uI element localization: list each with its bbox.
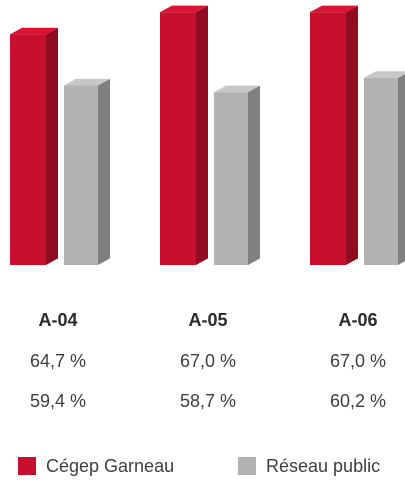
bar-cegep-garneau-a-05 xyxy=(160,5,208,266)
bar-reseau-public-a-04-side xyxy=(98,78,110,265)
bar-cegep-garneau-a-04-side xyxy=(46,27,58,265)
bar-reseau-public-a-06-top xyxy=(364,71,405,78)
legend-swatch-reseau-public xyxy=(238,457,256,475)
value-label-reseau-public-a-05: 58,7 % xyxy=(180,391,236,411)
bar-cegep-garneau-a-05-side xyxy=(196,5,208,265)
bar-cegep-garneau-a-05-front xyxy=(160,12,196,266)
legend: Cégep Garneau Réseau public xyxy=(18,454,405,478)
value-label-reseau-public-a-06: 60,2 % xyxy=(330,391,386,411)
category-label-a-04: A-04 xyxy=(38,310,77,330)
bar-reseau-public-a-06-side xyxy=(398,73,405,265)
bar-cegep-garneau-a-04 xyxy=(10,27,58,265)
value-label-reseau-public-a-04: 59,4 % xyxy=(30,391,86,411)
bar-cegep-garneau-a-06 xyxy=(310,5,358,266)
legend-label-cegep-garneau: Cégep Garneau xyxy=(46,455,175,476)
category-label-a-06: A-06 xyxy=(338,310,377,330)
bar-reseau-public-a-04-top xyxy=(64,78,110,86)
bar-cegep-garneau-a-04-front xyxy=(10,34,46,265)
legend-swatch-cegep-garneau xyxy=(18,457,36,475)
bar-cegep-garneau-a-06-front xyxy=(310,12,346,266)
legend-item-reseau-public: Réseau public xyxy=(238,454,380,478)
bar-reseau-public-a-04-front xyxy=(64,85,98,265)
bar-reseau-public-a-05-side xyxy=(248,85,260,265)
bar-reseau-public-a-06-front xyxy=(364,77,398,265)
bar-reseau-public-a-05 xyxy=(214,85,260,265)
category-label-a-05: A-05 xyxy=(188,310,227,330)
legend-item-cegep-garneau: Cégep Garneau xyxy=(18,454,174,478)
value-label-cegep-garneau-a-05: 67,0 % xyxy=(180,351,236,371)
value-label-cegep-garneau-a-04: 64,7 % xyxy=(30,351,86,371)
bar-cegep-garneau-a-06-top xyxy=(310,5,358,13)
bar-reseau-public-a-04 xyxy=(64,78,110,265)
bar-reseau-public-a-05-front xyxy=(214,92,248,265)
bar-cegep-garneau-a-06-side xyxy=(346,5,358,265)
bar-reseau-public-a-05-top xyxy=(214,85,260,93)
value-label-cegep-garneau-a-06: 67,0 % xyxy=(330,351,386,371)
bar-cegep-garneau-a-05-top xyxy=(160,5,208,13)
legend-label-reseau-public: Réseau public xyxy=(266,455,381,476)
bar-reseau-public-a-06 xyxy=(364,71,405,265)
bar-cegep-garneau-a-04-top xyxy=(10,27,58,35)
